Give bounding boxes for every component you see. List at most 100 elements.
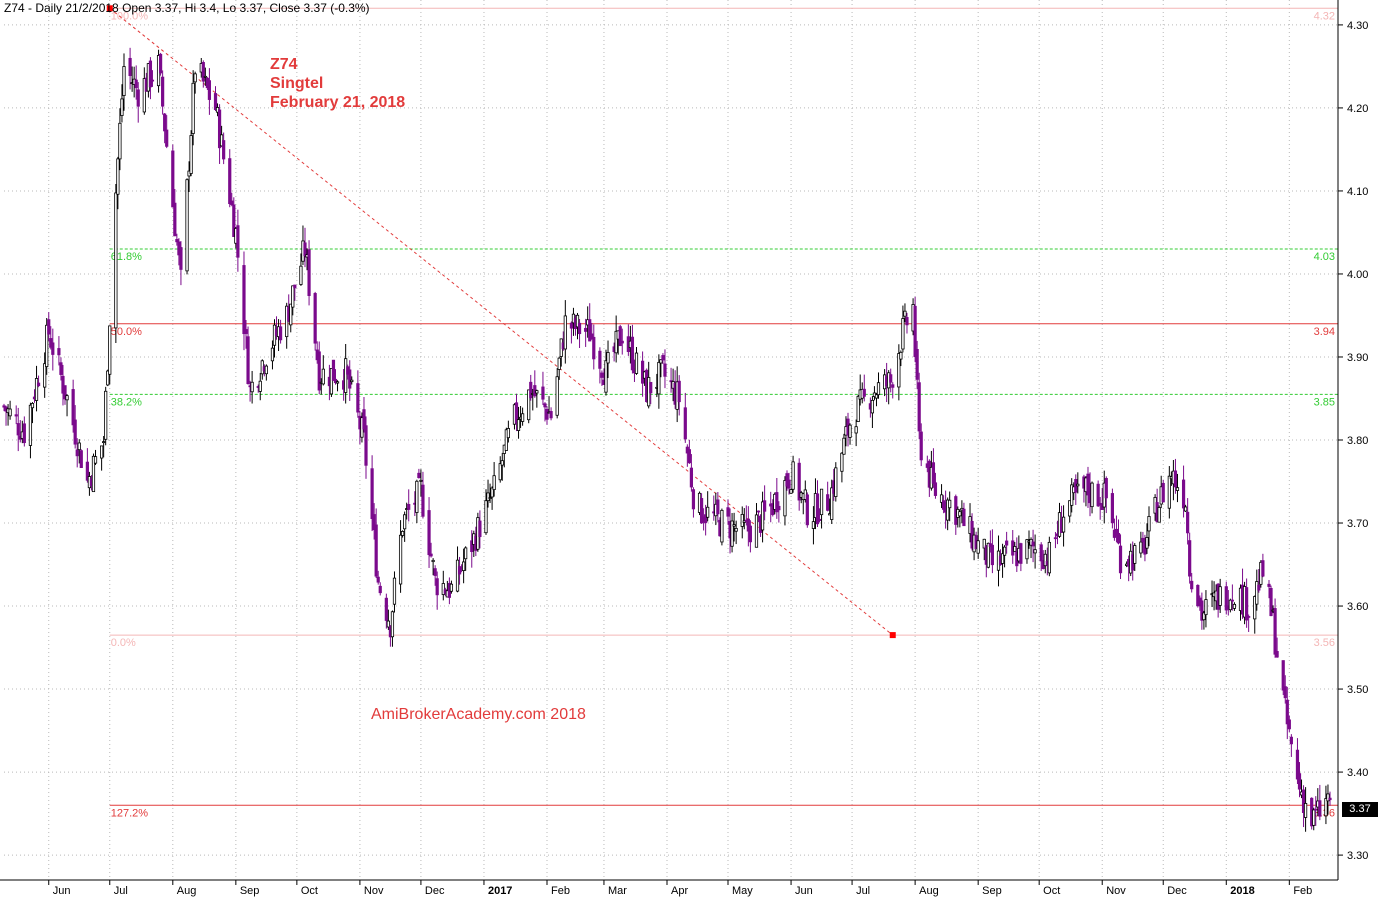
candle-body: [1053, 537, 1058, 540]
candle-body: [79, 450, 83, 469]
candle-body: [486, 492, 490, 502]
candle-body: [313, 293, 317, 344]
candle-body: [543, 403, 547, 408]
x-tick-label: Dec: [1167, 885, 1187, 897]
candle-body: [1245, 587, 1249, 621]
candle: [691, 487, 696, 518]
candle-body: [22, 423, 26, 444]
candle-body: [1303, 803, 1308, 818]
candle-body: [1218, 586, 1222, 606]
candle-body: [1186, 511, 1190, 534]
candle-body: [344, 358, 348, 393]
candle-body: [720, 509, 724, 543]
candle-body: [549, 411, 553, 419]
candle: [1283, 675, 1287, 704]
candle-body: [1145, 537, 1149, 549]
candle-body: [1255, 581, 1259, 605]
candle-body: [492, 475, 496, 491]
candle: [313, 291, 317, 351]
candle: [840, 452, 844, 483]
candle: [1157, 505, 1161, 523]
candle-body: [307, 249, 311, 296]
candle-body: [150, 79, 155, 82]
candle: [429, 542, 433, 558]
candle: [905, 312, 909, 334]
candle-body: [563, 315, 567, 350]
candle-body: [415, 480, 419, 513]
candle: [189, 130, 193, 177]
candle-body: [819, 488, 824, 516]
candle-body: [429, 553, 433, 557]
candle: [270, 340, 275, 370]
y-tick-label: 3.80: [1347, 435, 1368, 447]
fib-level-pct: 38.2%: [111, 396, 142, 408]
candle: [16, 407, 20, 452]
candle-body: [763, 500, 767, 512]
candle-body: [1230, 599, 1234, 602]
candle: [592, 324, 596, 370]
candle: [244, 320, 248, 349]
trendline: [106, 5, 896, 639]
candle: [933, 472, 938, 499]
candle-body: [754, 514, 759, 548]
candle: [527, 389, 531, 424]
candle-body: [1318, 800, 1322, 817]
candle: [754, 503, 759, 548]
candle: [897, 344, 901, 401]
candle: [1312, 807, 1316, 831]
candle: [699, 493, 704, 524]
candlesticks: [2, 47, 1332, 832]
candle-body: [946, 499, 950, 521]
candle: [264, 364, 268, 381]
candle-body: [939, 494, 944, 503]
candle-body: [590, 333, 594, 340]
candle-body: [1167, 475, 1171, 509]
candle: [830, 479, 834, 524]
candle-body: [1019, 543, 1023, 564]
candle-body: [236, 225, 240, 258]
candle: [356, 370, 360, 418]
candle: [1114, 515, 1119, 543]
candle-body: [407, 503, 411, 510]
candle: [783, 476, 787, 526]
candle: [1281, 660, 1285, 695]
candle: [1181, 465, 1186, 518]
candle-body: [136, 89, 140, 107]
x-tick-label: Sep: [240, 885, 260, 897]
candle-body: [258, 380, 262, 392]
axes: 3.30 3.40 3.50 3.60 3.70 3.80 3.90 4.00 4.10 4.20…: [0, 0, 1368, 897]
candle: [36, 375, 41, 388]
candle-body: [657, 361, 661, 395]
candle-body: [933, 482, 938, 496]
candle-body: [478, 520, 482, 538]
candle-body: [1295, 749, 1300, 780]
candle: [899, 350, 903, 367]
candle: [706, 491, 710, 522]
candle-body: [191, 82, 195, 134]
y-tick-label: 3.90: [1347, 352, 1368, 364]
candle-body: [1283, 686, 1287, 699]
candle-body: [2, 405, 6, 408]
candle-body: [321, 368, 325, 385]
candle: [1245, 578, 1249, 628]
candle: [634, 346, 639, 375]
candle: [61, 364, 65, 406]
candle-body: [1005, 540, 1009, 546]
candle-body: [919, 431, 923, 461]
candle-body: [1043, 553, 1047, 567]
candle-body: [28, 404, 33, 446]
candle: [775, 478, 779, 519]
candle: [1025, 538, 1029, 564]
candle-body: [488, 497, 492, 499]
candle-body: [726, 507, 730, 517]
candle-body: [691, 489, 696, 510]
candle-body: [390, 611, 395, 638]
candle: [278, 319, 283, 344]
candle: [250, 370, 254, 404]
y-tick-label: 4.30: [1347, 20, 1368, 32]
candle: [457, 556, 462, 585]
candle-body: [506, 428, 510, 439]
y-tick-label: 3.70: [1347, 518, 1368, 530]
candle-body: [592, 336, 596, 360]
candle-body: [1068, 500, 1072, 517]
